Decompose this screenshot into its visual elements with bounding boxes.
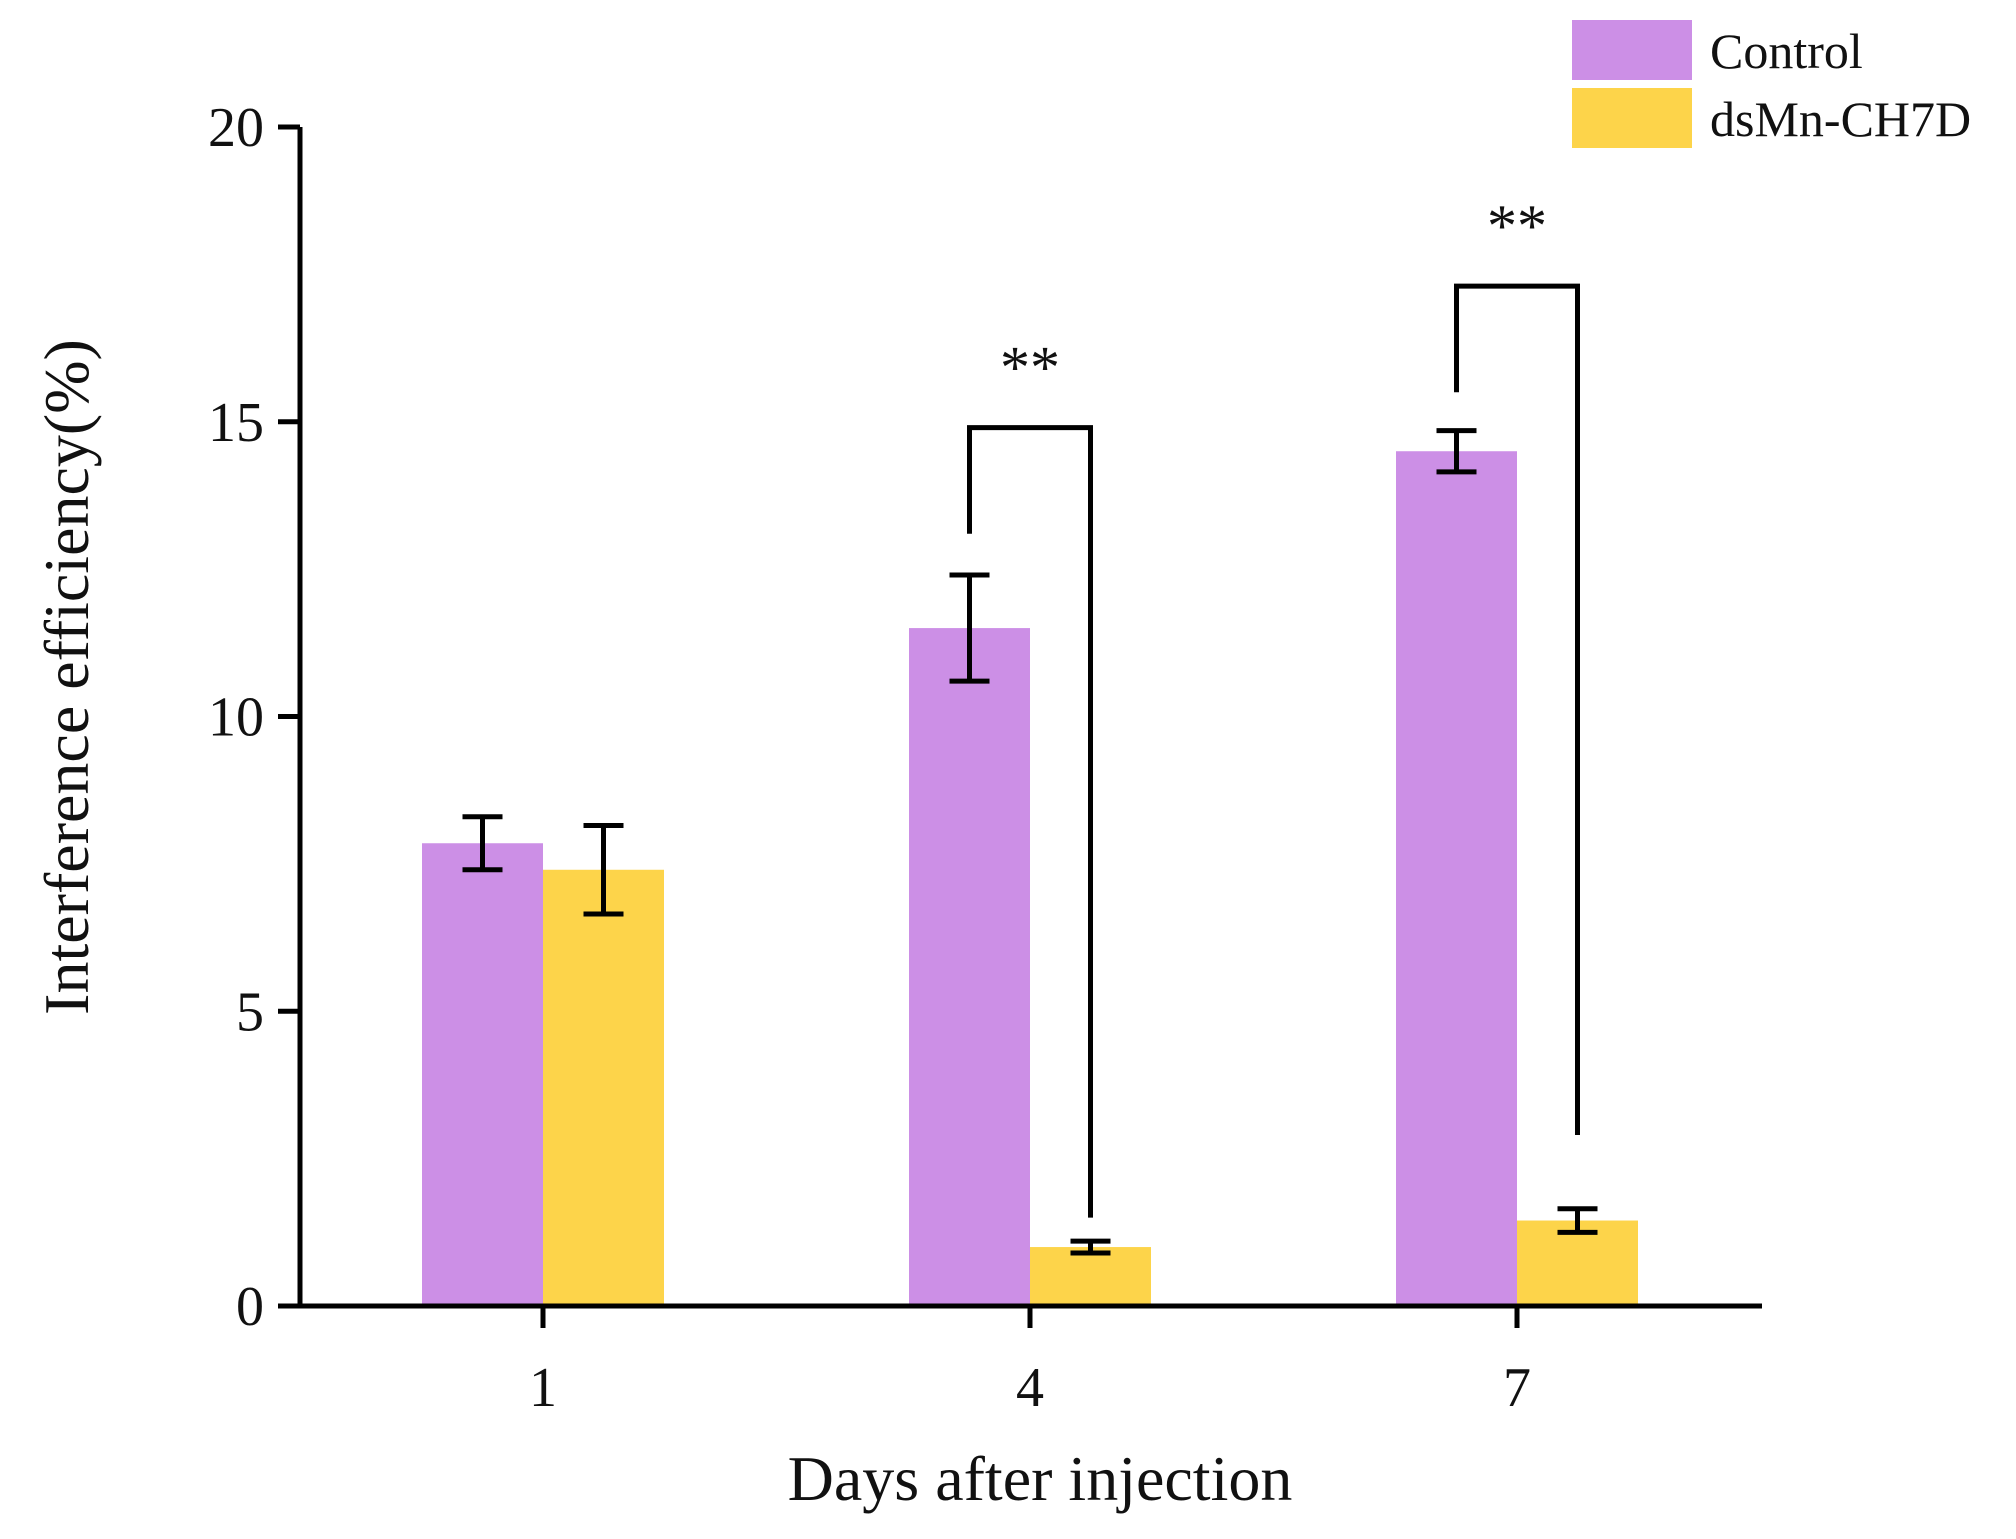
error-bar-dsmn-ch7d-7	[1557, 1206, 1598, 1235]
significance-bracket-day-4: **	[967, 335, 1093, 1218]
error-bar-dsmn-ch7d-1	[583, 823, 624, 917]
significance-bracket-line	[967, 425, 1093, 1218]
error-bar-control-1	[462, 814, 503, 873]
legend-item-dsmn-ch7d: dsMn-CH7D	[1572, 88, 1971, 148]
x-tick-label: 7	[1503, 1357, 1531, 1419]
y-tick-label: 0	[236, 1276, 264, 1338]
legend-item-control: Control	[1572, 20, 1863, 80]
y-tick-label: 15	[208, 392, 264, 454]
x-axis-title: Days after injection	[788, 1443, 1293, 1514]
bar-control-7	[1396, 451, 1517, 1307]
significance-label: **	[1000, 335, 1060, 401]
y-tick-label: 20	[208, 97, 264, 159]
y-axis-title: Interference efficiency(%)	[31, 339, 102, 1015]
legend-label: Control	[1710, 23, 1863, 79]
error-bar-control-4	[949, 572, 990, 684]
significance-bracket-day-7: **	[1454, 193, 1580, 1136]
axes-layer: 0 5 10 15 20 1 4 7	[208, 97, 1762, 1419]
y-tick-label: 10	[208, 687, 264, 749]
legend-label: dsMn-CH7D	[1710, 91, 1971, 147]
error-bars-layer	[462, 428, 1598, 1256]
bar-dsmn-ch7d-1	[543, 869, 664, 1306]
legend-swatch	[1572, 20, 1692, 80]
bars-layer	[422, 451, 1638, 1307]
significance-bracket-line	[1454, 283, 1580, 1136]
y-tick-label: 5	[236, 981, 264, 1043]
bar-dsmn-ch7d-4	[1030, 1247, 1151, 1306]
legend-swatch	[1572, 88, 1692, 148]
significance-label: **	[1487, 193, 1547, 259]
error-bar-dsmn-ch7d-4	[1070, 1238, 1111, 1256]
x-tick-label: 1	[529, 1357, 557, 1419]
significance-layer: ** **	[967, 193, 1580, 1218]
x-tick-label: 4	[1016, 1357, 1044, 1419]
legend: Control dsMn-CH7D	[1572, 20, 1971, 148]
bar-control-1	[422, 843, 543, 1306]
bar-control-4	[909, 628, 1030, 1306]
error-bar-control-7	[1436, 428, 1477, 475]
